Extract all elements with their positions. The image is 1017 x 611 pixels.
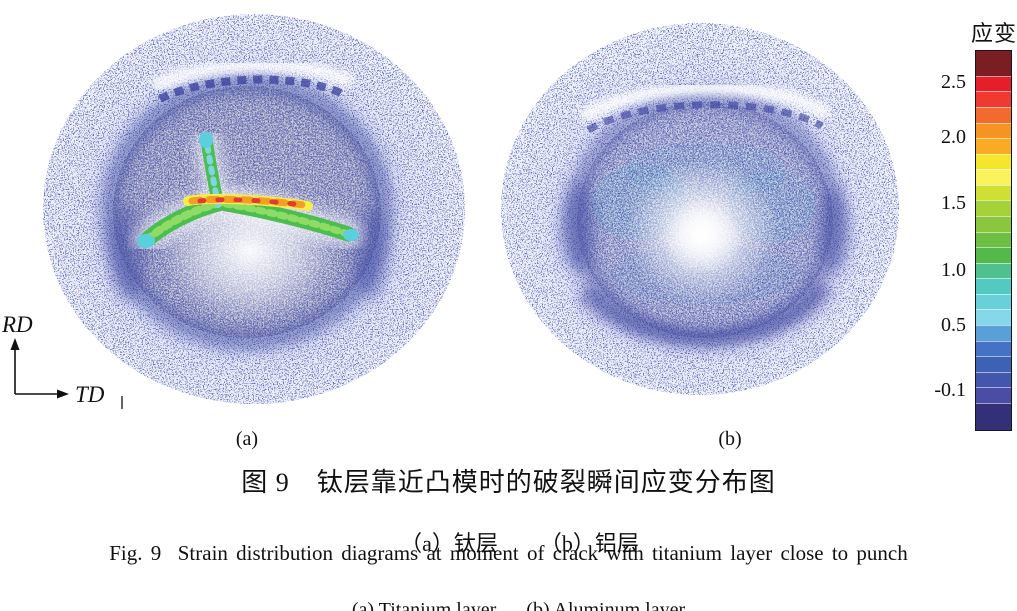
- caption-chinese-sublabels: （a）钛层 （b）铝层: [0, 500, 1017, 584]
- panel-a-label: (a): [235, 428, 259, 450]
- colorbar-band: [976, 387, 1011, 403]
- center-highlight-core: [662, 198, 742, 274]
- panel-b-label: (b): [718, 428, 742, 450]
- colorbar-band: [976, 51, 1011, 76]
- colorbar-band: [976, 215, 1011, 232]
- colorbar-tick-label: 1.5: [941, 192, 966, 214]
- bottom-dark-arc: [577, 281, 833, 347]
- colorbar-tick-label: 2.0: [941, 126, 966, 148]
- crack-tips-cyan: [137, 132, 359, 248]
- colorbar-band: [976, 91, 1011, 107]
- colorbar-band: [976, 402, 1011, 431]
- colorbar-band: [976, 325, 1011, 341]
- colorbar-band: [976, 262, 1011, 279]
- top-crease-dark-arc: [158, 75, 347, 103]
- colorbar-band: [976, 138, 1011, 154]
- colorbar-band: [976, 309, 1011, 326]
- colorbar-tick-label: -0.1: [934, 379, 966, 401]
- colorbar-band: [976, 340, 1011, 357]
- panel-b-strain-map-aluminum: [501, 23, 899, 395]
- colorbar-band: [976, 169, 1011, 185]
- colorbar-band: [976, 371, 1011, 388]
- colorbar-band: [976, 122, 1011, 139]
- td-axis-label: TD: [75, 382, 105, 407]
- rd-axis-label: RD: [1, 312, 33, 337]
- rd-axis-arrowhead: [10, 338, 20, 350]
- caption-en-sub-b: (b) Aluminum layer: [526, 599, 686, 611]
- crack-pattern: [133, 130, 363, 254]
- caption-chinese-title: 图 9 钛层靠近凸模时的破裂瞬间应变分布图: [241, 468, 776, 497]
- colorbar-band: [976, 184, 1011, 201]
- caption-en-sub-a: (a) Titanium layer: [351, 599, 497, 611]
- colorbar-band: [976, 356, 1011, 372]
- colorbar-tick-label: 1.0: [941, 259, 966, 281]
- colorbar-band: [976, 231, 1011, 248]
- td-axis-arrowhead: [57, 389, 69, 399]
- caption-cn-sub-a: （a）钛层: [400, 531, 498, 556]
- axis-indicator: RD TD: [1, 312, 123, 409]
- caption-english-sublabels: (a) Titanium layer (b) Aluminum layer: [0, 576, 1017, 611]
- crack-hot-band: [183, 193, 313, 211]
- colorbar-band: [976, 106, 1011, 123]
- colorbar-band: [976, 75, 1011, 92]
- colorbar-band: [976, 247, 1011, 263]
- panel-a-strain-map-titanium: [43, 14, 465, 404]
- top-wrinkle-white-band: [578, 81, 832, 124]
- colorbar-title: 应变: [970, 21, 1017, 46]
- caption-english-title: Fig. 9 Strain distribution diagrams at m…: [109, 541, 908, 565]
- colorbar-tick-label: 0.5: [941, 314, 966, 336]
- die-ring-shading: [560, 90, 850, 347]
- colorbar-band: [976, 278, 1011, 294]
- crack-arms-green: [140, 137, 356, 247]
- colorbar-tick-label: 2.5: [941, 71, 966, 93]
- caption-cn-sub-b: （b）铝层: [539, 531, 639, 556]
- top-wrinkle-white-band: [150, 58, 356, 94]
- top-crease-dark-arc: [586, 101, 824, 134]
- colorbar-band: [976, 153, 1011, 170]
- colorbar-band: [976, 200, 1011, 216]
- colorbar-band: [976, 293, 1011, 310]
- colorbar-bands: [975, 50, 1012, 431]
